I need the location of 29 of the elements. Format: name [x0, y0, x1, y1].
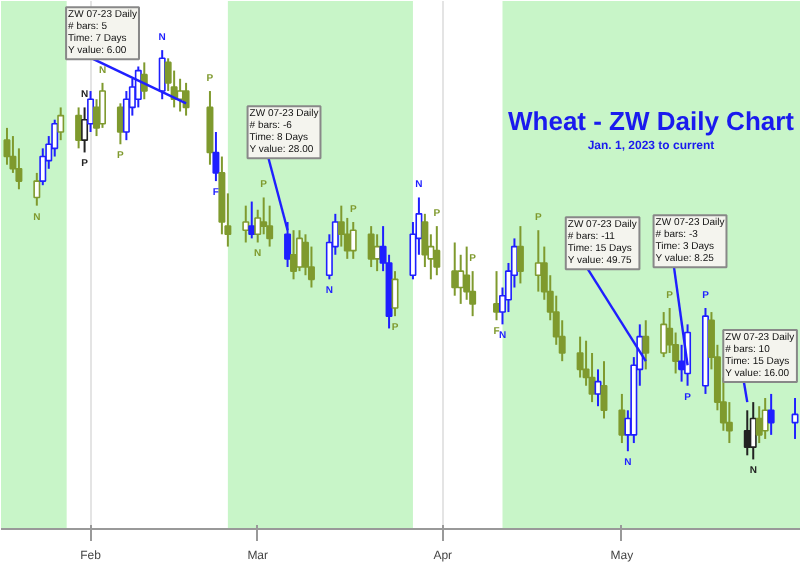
candlestick — [755, 405, 763, 445]
candlestick — [87, 90, 95, 133]
candlestick — [3, 126, 11, 166]
candlestick — [642, 319, 650, 371]
candlestick — [600, 360, 608, 420]
candlestick — [391, 270, 399, 318]
candlestick — [182, 81, 190, 117]
candlestick — [290, 229, 298, 281]
candlestick — [57, 106, 65, 142]
candlestick — [749, 401, 757, 461]
candlestick — [433, 225, 441, 277]
candlestick — [618, 392, 626, 445]
candlestick — [206, 90, 214, 166]
candlestick — [266, 204, 274, 248]
candlestick — [81, 106, 89, 154]
candlestick — [99, 81, 106, 129]
text: Wheat - ZW Daily Chart — [507, 106, 796, 136]
candlestick — [242, 204, 250, 244]
candlestick — [516, 225, 524, 285]
candlestick — [761, 397, 769, 440]
candlestick — [791, 397, 799, 440]
candlestick — [493, 270, 501, 322]
candlestick — [660, 311, 668, 359]
candlestick — [576, 335, 584, 379]
candlestick — [212, 130, 220, 183]
candlestick — [367, 225, 375, 269]
candlestick — [767, 392, 775, 436]
candlestick — [457, 253, 465, 305]
candlestick — [349, 221, 357, 260]
